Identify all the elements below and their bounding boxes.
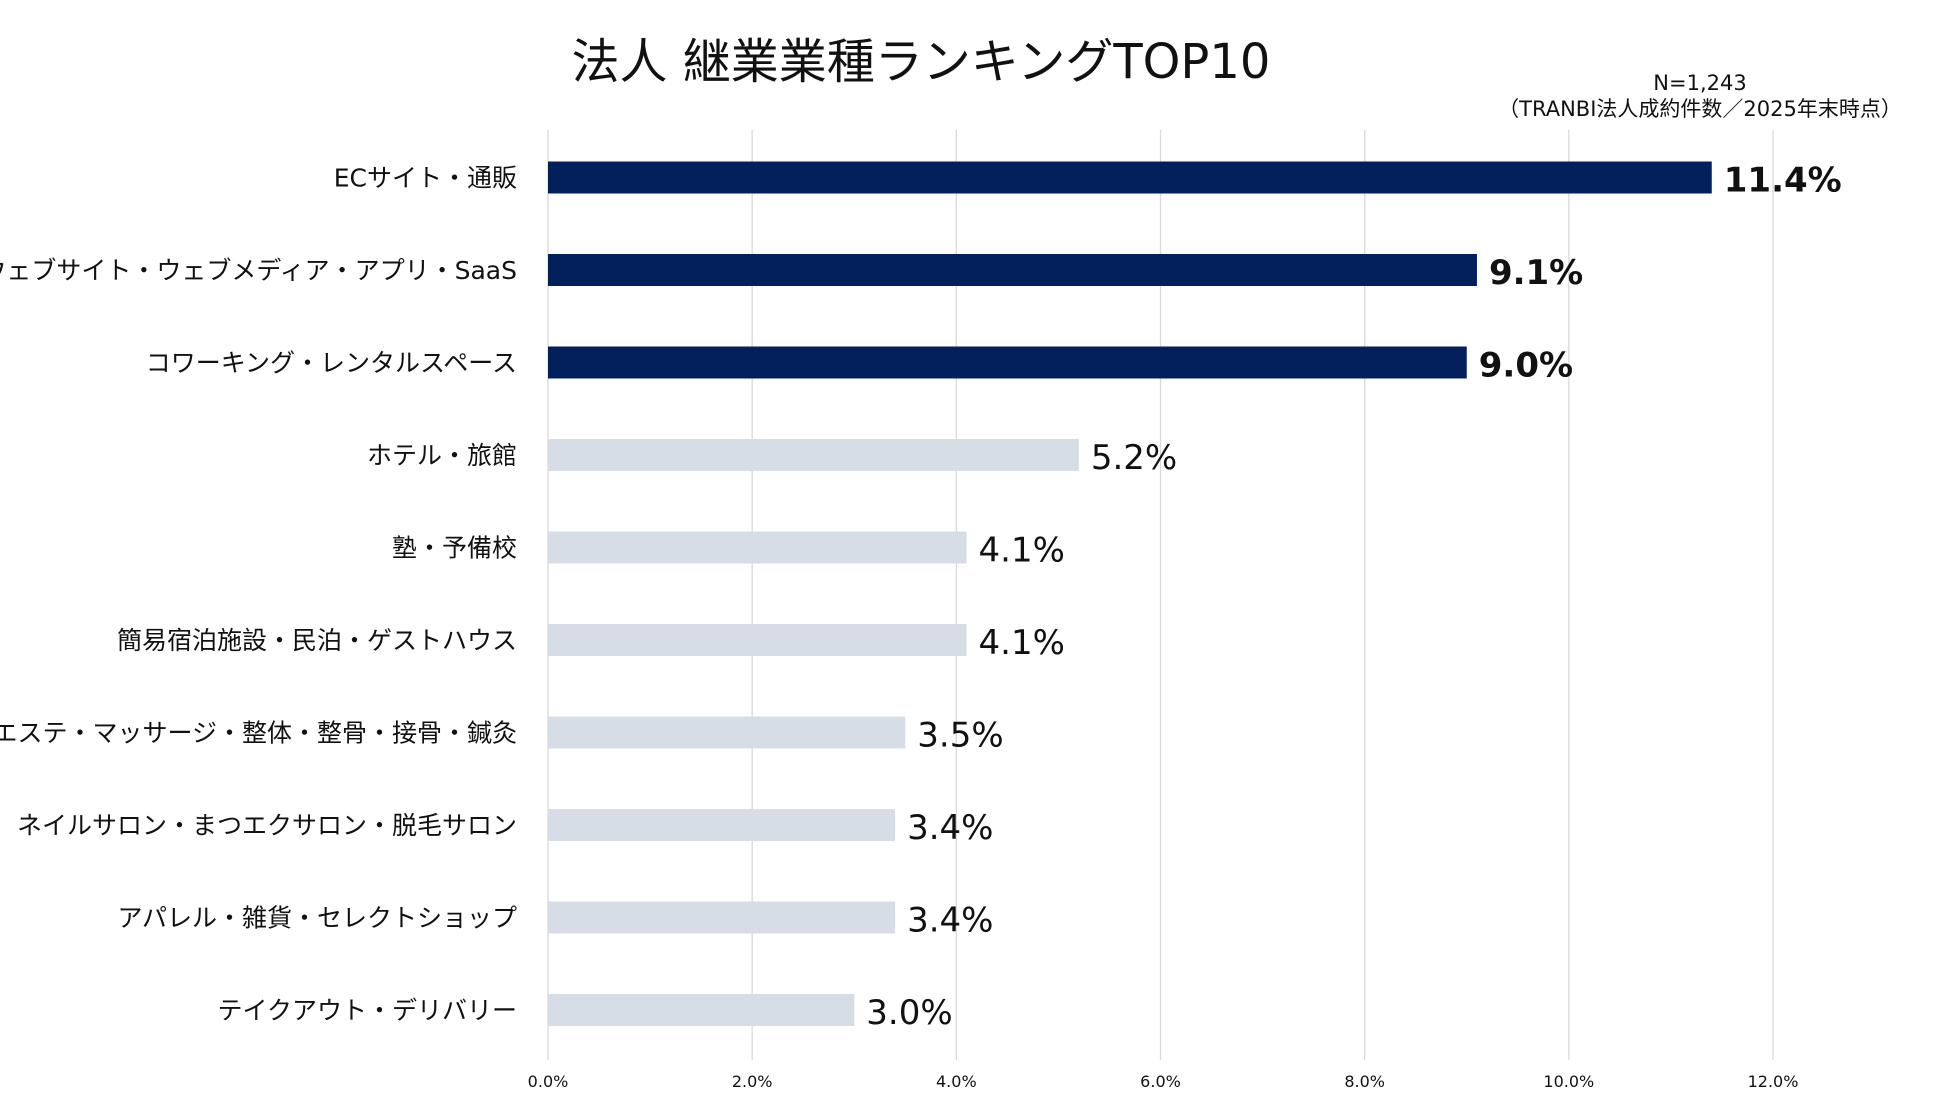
category-label: テイクアウト・デリバリー	[217, 996, 517, 1025]
category-label: 塾・予備校	[392, 534, 517, 563]
bar	[548, 809, 896, 841]
x-tick-label: 0.0%	[528, 1072, 569, 1091]
value-label: 11.4%	[1724, 161, 1842, 201]
x-tick-label: 6.0%	[1140, 1072, 1181, 1091]
category-label: コワーキング・レンタルスペース	[146, 349, 517, 378]
bar	[548, 531, 967, 564]
value-label: 3.0%	[866, 993, 952, 1033]
category-label: ECサイト・通販	[334, 164, 517, 193]
category-label: ホテル・旅館	[367, 441, 517, 470]
bar	[548, 254, 1477, 286]
chart-title: 法人 継業業種ランキングTOP10	[572, 34, 1271, 90]
category-label: ネイルサロン・まつエクサロン・脱毛サロン	[17, 811, 517, 840]
bar	[548, 161, 1712, 194]
category-label: アパレル・雑貨・セレクトショップ	[117, 904, 517, 933]
value-label: 3.4%	[907, 901, 993, 941]
x-tick-label: 8.0%	[1344, 1072, 1385, 1091]
x-tick-label: 12.0%	[1748, 1072, 1799, 1091]
sample-size-note: N=1,243	[1653, 71, 1746, 95]
x-tick-label: 10.0%	[1543, 1072, 1594, 1091]
value-label: 5.2%	[1091, 438, 1177, 478]
source-note: （TRANBI法人成約件数／2025年末時点）	[1498, 97, 1902, 121]
x-tick-label: 4.0%	[936, 1072, 977, 1091]
bar	[548, 346, 1467, 379]
value-label: 9.1%	[1489, 253, 1583, 293]
category-label: 簡易宿泊施設・民泊・ゲストハウス	[117, 626, 517, 655]
value-label: 9.0%	[1479, 346, 1573, 386]
category-label: ウェブサイト・ウェブメディア・アプリ・SaaS	[0, 256, 517, 285]
x-tick-label: 2.0%	[732, 1072, 773, 1091]
category-label: エステ・マッサージ・整体・整骨・接骨・鍼灸	[0, 719, 517, 748]
bar	[548, 716, 906, 749]
bar	[548, 439, 1079, 471]
bar	[548, 901, 896, 934]
value-label: 3.5%	[917, 716, 1003, 756]
value-label: 4.1%	[979, 531, 1065, 571]
value-label: 4.1%	[979, 623, 1065, 663]
bar	[548, 624, 967, 656]
value-label: 3.4%	[907, 808, 993, 848]
bar	[548, 994, 855, 1026]
